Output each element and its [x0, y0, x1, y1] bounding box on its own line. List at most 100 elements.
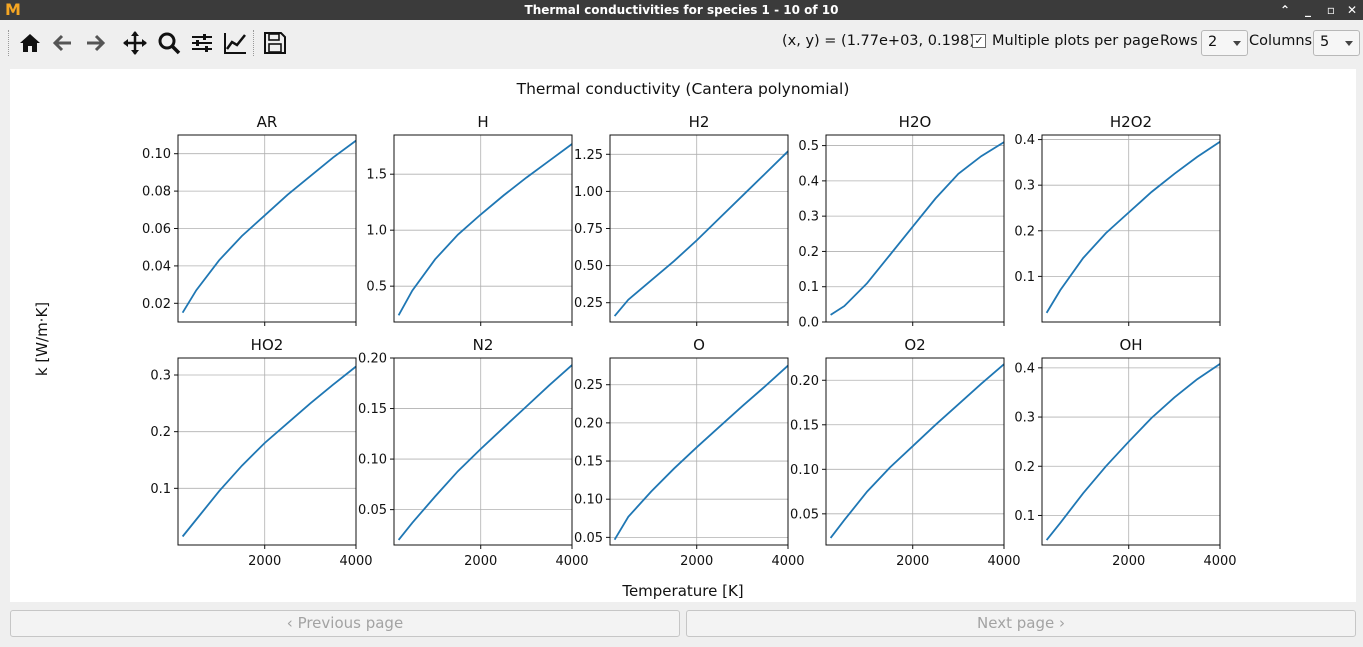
rows-select[interactable]: 2 — [1201, 30, 1248, 56]
y-tick-label: 0.02 — [142, 297, 171, 312]
pan-move-icon[interactable] — [121, 30, 149, 56]
y-tick-label: 0.2 — [798, 245, 819, 260]
y-tick-label: 0.10 — [358, 453, 387, 468]
series-line-n2 — [397, 364, 573, 541]
y-tick-label: 0.05 — [790, 507, 819, 522]
edit-axes-curve-icon[interactable] — [221, 30, 249, 56]
window-minimize-icon[interactable]: _ — [1305, 3, 1311, 17]
subplot-title-n2: N2 — [473, 336, 494, 354]
y-tick-label: 0.10 — [790, 463, 819, 478]
y-tick-label: 1.0 — [366, 224, 387, 239]
axes-frame-n2 — [393, 357, 573, 546]
checkmark-icon: ✓ — [974, 34, 984, 47]
axes-frame-o — [609, 357, 789, 546]
y-tick-label: 0.3 — [1014, 179, 1035, 194]
window-restore-icon[interactable]: ▫ — [1326, 3, 1336, 17]
zoom-magnifier-icon[interactable] — [155, 30, 183, 56]
subplot-grid: 0.020.040.060.080.10AR0.51.01.5H0.250.50… — [142, 113, 1237, 569]
chevron-down-icon — [1233, 41, 1241, 46]
x-tick-label: 4000 — [339, 554, 372, 569]
y-tick-label: 0.06 — [142, 222, 171, 237]
subplot-title-ho2: HO2 — [251, 336, 284, 354]
y-tick-label: 0.1 — [798, 280, 819, 295]
home-icon[interactable] — [16, 30, 44, 56]
y-tick-label: 0.2 — [150, 425, 171, 440]
window-close-icon[interactable]: ✕ — [1346, 3, 1358, 17]
axes-frame-ho2 — [177, 357, 357, 546]
forward-arrow-icon[interactable] — [81, 30, 109, 56]
series-line-ho2 — [181, 365, 357, 538]
toolbar-grip — [8, 30, 10, 56]
save-floppy-icon[interactable] — [261, 30, 289, 56]
y-tick-label: 0.3 — [1014, 411, 1035, 426]
y-tick-label: 0.15 — [358, 402, 387, 417]
subplot-title-ar: AR — [257, 113, 278, 131]
y-tick-label: 0.05 — [358, 503, 387, 518]
axes-frame-o2 — [825, 357, 1005, 546]
y-tick-label: 0.15 — [574, 455, 603, 470]
y-tick-label: 0.25 — [574, 296, 603, 311]
subplot-title-h2: H2 — [689, 113, 710, 131]
chevron-down-icon — [1345, 41, 1353, 46]
subplot-title-o: O — [693, 336, 705, 354]
columns-select[interactable]: 5 — [1313, 30, 1360, 56]
multiple-plots-label: Multiple plots per page — [992, 33, 1160, 49]
axes-frame-h2o — [825, 134, 1005, 323]
y-tick-label: 0.4 — [798, 174, 819, 189]
figure-ylabel: k [W/m·K] — [33, 302, 51, 376]
y-tick-label: 0.2 — [1014, 460, 1035, 475]
multiple-plots-checkbox[interactable]: ✓ — [972, 34, 986, 48]
axes-frame-h — [393, 134, 573, 323]
y-tick-label: 0.4 — [1014, 361, 1035, 376]
y-tick-label: 1.00 — [574, 185, 603, 200]
y-tick-label: 0.20 — [790, 374, 819, 389]
y-tick-label: 0.20 — [358, 352, 387, 367]
figure-svg: Thermal conductivity (Cantera polynomial… — [33, 80, 1237, 600]
x-tick-label: 2000 — [896, 554, 929, 569]
axes-frame-h2o2 — [1041, 134, 1221, 323]
x-tick-label: 2000 — [248, 554, 281, 569]
y-tick-label: 0.5 — [366, 280, 387, 295]
x-tick-label: 2000 — [1112, 554, 1145, 569]
y-tick-label: 0.2 — [1014, 224, 1035, 239]
series-line-o — [613, 364, 789, 541]
y-tick-label: 0.50 — [574, 259, 603, 274]
toolbar — [0, 20, 1363, 64]
back-arrow-icon[interactable] — [49, 30, 77, 56]
y-tick-label: 0.04 — [142, 259, 171, 274]
y-tick-label: 0.1 — [150, 482, 171, 497]
y-tick-label: 0.20 — [574, 416, 603, 431]
series-line-h — [397, 143, 573, 316]
y-tick-label: 0.75 — [574, 222, 603, 237]
y-tick-label: 0.15 — [790, 418, 819, 433]
x-tick-label: 4000 — [555, 554, 588, 569]
y-tick-label: 0.3 — [798, 210, 819, 225]
y-tick-label: 0.08 — [142, 185, 171, 200]
x-tick-label: 4000 — [771, 554, 804, 569]
x-tick-label: 2000 — [680, 554, 713, 569]
plot-canvas[interactable]: Thermal conductivity (Cantera polynomial… — [10, 69, 1356, 602]
x-tick-label: 2000 — [464, 554, 497, 569]
subplot-title-h2o: H2O — [899, 113, 932, 131]
subplot-title-h2o2: H2O2 — [1110, 113, 1152, 131]
configure-subplots-icon[interactable] — [188, 30, 216, 56]
next-page-button[interactable]: Next page › — [686, 610, 1356, 637]
y-tick-label: 0.0 — [798, 316, 819, 331]
y-tick-label: 1.25 — [574, 148, 603, 163]
subplot-title-o2: O2 — [904, 336, 925, 354]
axes-frame-oh — [1041, 357, 1221, 546]
rows-select-value: 2 — [1208, 34, 1218, 50]
y-tick-label: 0.1 — [1014, 270, 1035, 285]
figure-suptitle: Thermal conductivity (Cantera polynomial… — [516, 80, 850, 98]
series-line-ar — [181, 139, 357, 314]
previous-page-button[interactable]: ‹ Previous page — [10, 610, 680, 637]
y-tick-label: 0.25 — [574, 378, 603, 393]
subplot-title-h: H — [477, 113, 488, 131]
window-maximize-up-icon[interactable]: ⌃ — [1279, 3, 1291, 17]
y-tick-label: 0.10 — [574, 493, 603, 508]
toolbar-separator — [253, 30, 255, 56]
series-line-o2 — [829, 363, 1005, 539]
series-line-h2 — [613, 150, 789, 317]
figure-xlabel: Temperature [K] — [621, 582, 743, 600]
y-tick-label: 0.1 — [1014, 509, 1035, 524]
